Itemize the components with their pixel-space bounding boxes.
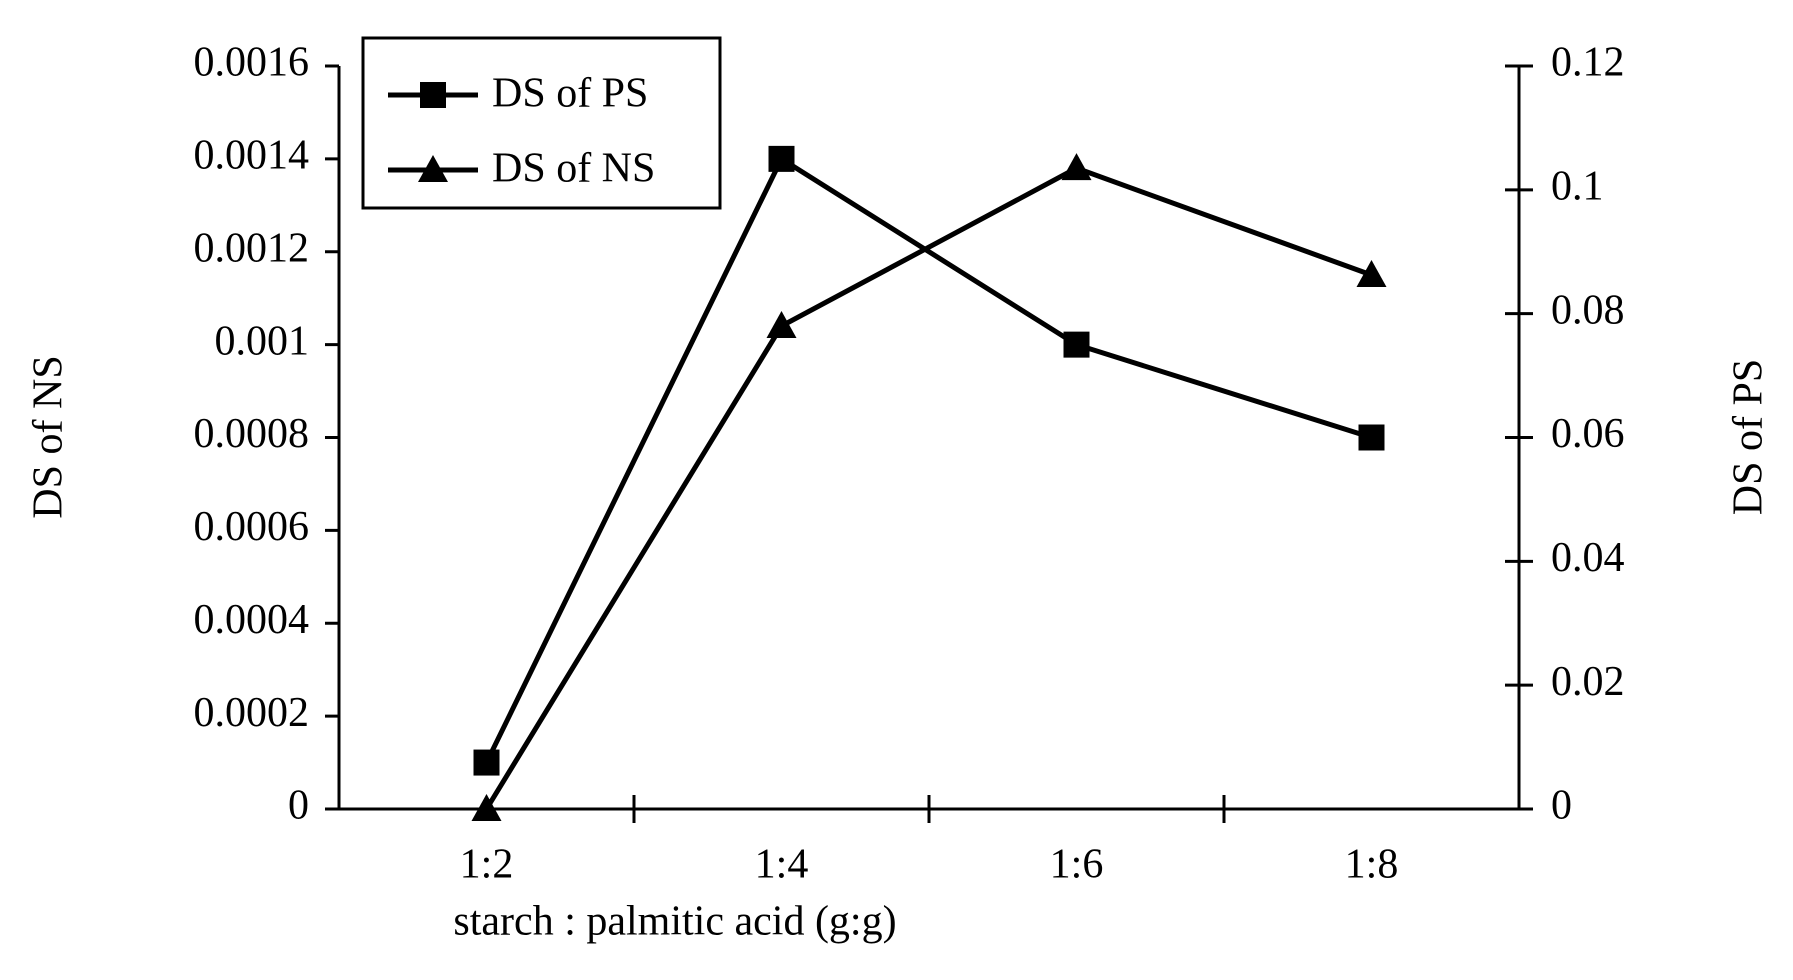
- legend-label: DS of NS: [492, 146, 655, 192]
- marker: [473, 749, 500, 776]
- y2-tick-label: 0.06: [1551, 411, 1625, 457]
- x-tick-label: 1:8: [1345, 842, 1399, 888]
- x-tick-label: 1:4: [755, 842, 809, 888]
- y2-tick-label: 0: [1551, 783, 1572, 829]
- y2-tick-label: 0.12: [1551, 40, 1625, 86]
- y2-axis-title: DS of PS: [1726, 359, 1772, 515]
- y-tick-label: 0.0014: [194, 133, 310, 179]
- marker: [418, 155, 448, 182]
- y-tick-label: 0.0008: [194, 411, 310, 457]
- y-tick-label: 0.001: [215, 318, 310, 364]
- y2-tick-label: 0.02: [1551, 659, 1625, 705]
- y-tick-label: 0.0002: [194, 690, 310, 736]
- legend-label: DS of PS: [492, 71, 648, 117]
- marker: [420, 82, 446, 108]
- y-tick-label: 0.0004: [194, 597, 310, 643]
- marker: [1063, 331, 1090, 358]
- x-tick-label: 1:6: [1050, 842, 1104, 888]
- marker: [1061, 153, 1092, 181]
- marker: [766, 311, 797, 339]
- y2-tick-label: 0.1: [1551, 163, 1604, 209]
- series-line: [484, 165, 1373, 811]
- y-tick-label: 0.0006: [194, 504, 310, 550]
- marker: [768, 145, 795, 172]
- y-axis-title: DS of NS: [26, 355, 72, 518]
- marker: [1356, 259, 1387, 287]
- y-tick-label: 0.0016: [194, 40, 310, 86]
- marker: [471, 794, 502, 821]
- y2-tick-label: 0.04: [1551, 535, 1625, 581]
- x-axis-title: starch : palmitic acid (g:g): [453, 899, 896, 945]
- marker: [1358, 424, 1385, 451]
- series-line: [484, 155, 1373, 764]
- y-tick-label: 0: [288, 783, 309, 829]
- x-tick-label: 1:2: [460, 842, 514, 888]
- y-tick-label: 0.0012: [194, 225, 310, 271]
- y2-tick-label: 0.08: [1551, 287, 1625, 333]
